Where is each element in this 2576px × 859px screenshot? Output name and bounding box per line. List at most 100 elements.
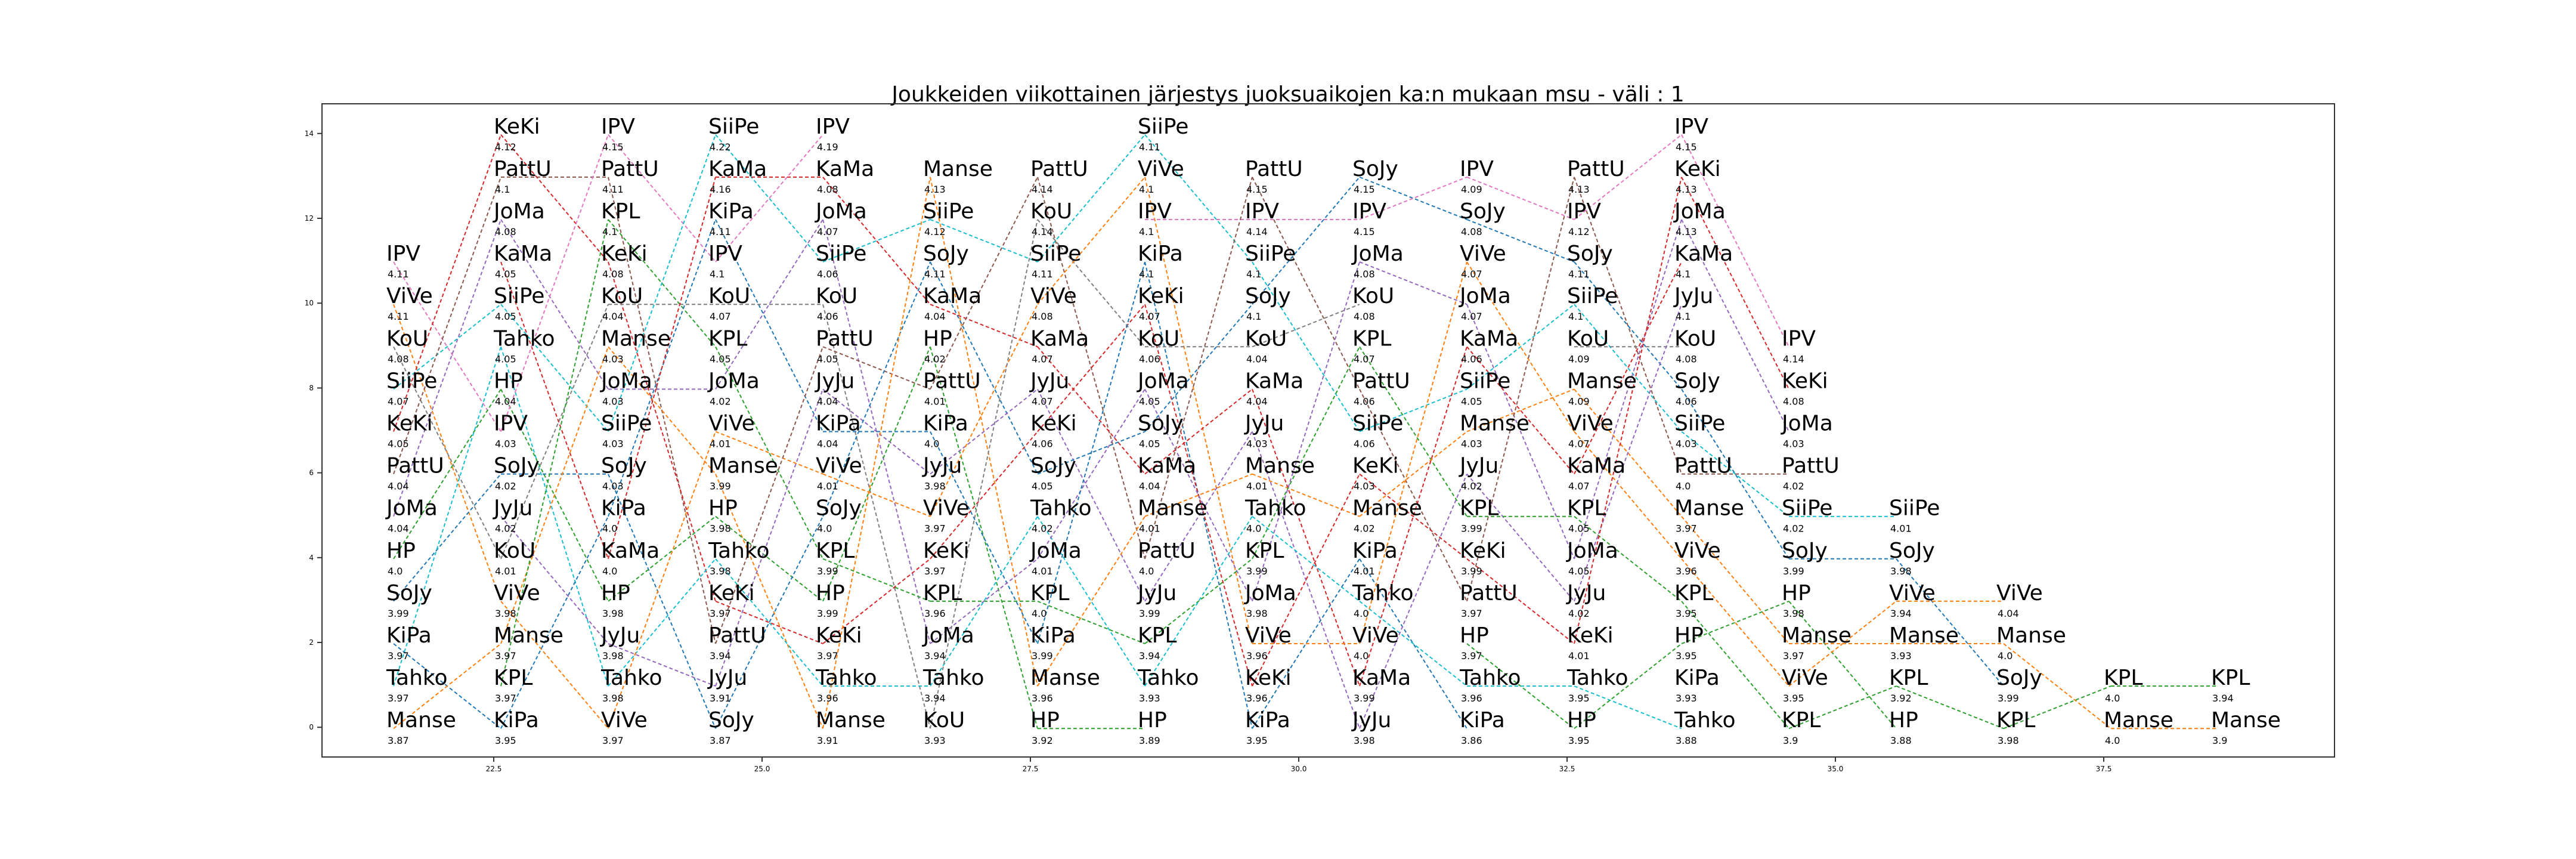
series-segment-keki (1144, 304, 1253, 687)
value-label: 3.97 (1461, 608, 1482, 619)
team-label-kpl: KPL (1782, 708, 1820, 733)
value-label: 3.99 (388, 608, 409, 619)
series-segment-siipe (822, 219, 931, 263)
team-label-pattu: PattU (816, 326, 874, 351)
team-label-siipe: SiiPe (708, 115, 759, 139)
series-segment-keki (822, 558, 931, 644)
value-label: 3.98 (602, 608, 624, 619)
value-label: 3.96 (1461, 693, 1482, 704)
series-segment-vive (1359, 261, 1467, 644)
value-label: 4.16 (710, 184, 731, 195)
team-label-jyju: JyJu (922, 454, 962, 478)
team-label-sojy: SoJy (601, 454, 647, 478)
value-label: 4.05 (1568, 566, 1590, 577)
team-label-ipv: IPV (386, 242, 420, 266)
team-label-kpl: KPL (1138, 623, 1176, 648)
series-segment-kpl (1681, 601, 1789, 729)
value-label: 4.12 (495, 141, 516, 153)
value-label: 4.05 (1461, 395, 1482, 407)
team-label-manse: Manse (1567, 369, 1637, 393)
value-label: 4.03 (602, 481, 624, 492)
series-segment-hp (930, 347, 1038, 729)
value-label: 4.05 (388, 438, 409, 450)
team-label-kipa: KiPa (1245, 708, 1290, 733)
team-label-tahko: Tahko (1137, 666, 1199, 690)
series-segment-siipe (393, 304, 501, 390)
value-label: 3.88 (1890, 735, 1912, 746)
series-segment-jyju (1037, 388, 1145, 602)
team-label-kipa: KiPa (708, 199, 754, 224)
series-segment-sojy (1144, 304, 1253, 432)
series-segment-ipv (1466, 176, 1575, 220)
team-label-sojy: SoJy (386, 581, 432, 605)
value-label: 4.1 (1246, 311, 1261, 322)
team-label-jyju: JyJu (1673, 284, 1713, 308)
series-segment-sojy (1252, 177, 1360, 305)
series-segment-kpl (1037, 600, 1145, 644)
value-label: 4.15 (1246, 184, 1268, 195)
team-label-sojy: SoJy (708, 708, 754, 733)
team-label-manse: Manse (601, 326, 671, 351)
value-label: 3.98 (495, 608, 516, 619)
value-label: 4.07 (1032, 353, 1053, 364)
team-label-sojy: SoJy (1567, 242, 1613, 266)
value-label: 4.07 (1461, 268, 1482, 280)
team-label-kpl: KPL (1030, 581, 1069, 605)
series-segment-keki (1681, 177, 1789, 390)
series-segment-joma (930, 558, 1038, 644)
team-label-kipa: KiPa (1460, 708, 1505, 733)
value-label: 4.03 (1461, 438, 1482, 450)
series-segment-vive (1466, 261, 1575, 432)
team-label-tahko: Tahko (708, 539, 770, 563)
value-label: 4.07 (1568, 481, 1590, 492)
team-label-kama: KaMa (1460, 326, 1518, 351)
value-label: 3.93 (1139, 693, 1160, 704)
value-label: 4.04 (924, 311, 946, 322)
series-segment-kpl (2003, 685, 2111, 730)
series-segment-kipa (500, 516, 609, 729)
value-label: 4.06 (1354, 395, 1375, 407)
team-label-kama: KaMa (1245, 369, 1304, 393)
team-label-kpl: KPL (1352, 326, 1391, 351)
series-segment-tahko (1144, 516, 1253, 687)
value-label: 3.95 (1676, 608, 1697, 619)
series-segment-vive (1037, 177, 1145, 305)
value-label: 4.08 (602, 268, 624, 280)
team-label-hp: HP (1889, 708, 1918, 733)
value-label: 4.1 (710, 268, 724, 280)
team-label-hp: HP (816, 581, 845, 605)
team-label-kou: KoU (1030, 199, 1072, 224)
series-segment-keki (930, 431, 1038, 560)
team-label-tahko: Tahko (386, 666, 448, 690)
value-label: 4.07 (1139, 311, 1160, 322)
team-label-pattu: PattU (1782, 454, 1840, 478)
value-label: 4.04 (495, 395, 516, 407)
series-segment-manse (1144, 473, 1253, 517)
team-label-siipe: SiiPe (1030, 242, 1081, 266)
series-segment-manse (822, 177, 931, 729)
series-segment-kou (930, 219, 1038, 729)
team-label-ipv: IPV (1352, 199, 1386, 224)
series-segment-sojy (822, 261, 931, 517)
team-label-vive: ViVe (708, 412, 755, 436)
value-label: 4.05 (1032, 481, 1053, 492)
value-label: 3.94 (924, 693, 946, 704)
team-label-pattu: PattU (923, 369, 981, 393)
team-label-sojy: SoJy (1030, 454, 1076, 478)
y-tick-label: 14 (305, 129, 314, 138)
value-label: 4.03 (495, 438, 516, 450)
series-segment-vive (393, 304, 501, 602)
series-segment-manse (1681, 516, 1789, 644)
team-label-kipa: KiPa (816, 412, 861, 436)
value-label: 3.96 (1246, 650, 1268, 662)
team-label-siipe: SiiPe (601, 412, 652, 436)
team-label-jyju: JyJu (707, 666, 747, 690)
x-tick-label: 37.5 (2096, 765, 2112, 773)
series-segment-jyju (1466, 473, 1575, 602)
series-segment-joma (393, 219, 501, 517)
value-label: 3.92 (1890, 693, 1912, 704)
value-label: 4.06 (817, 311, 838, 322)
series-segment-kama (1144, 388, 1253, 475)
team-label-sojy: SoJy (1245, 284, 1291, 308)
team-label-joma: JoMa (1566, 539, 1618, 563)
